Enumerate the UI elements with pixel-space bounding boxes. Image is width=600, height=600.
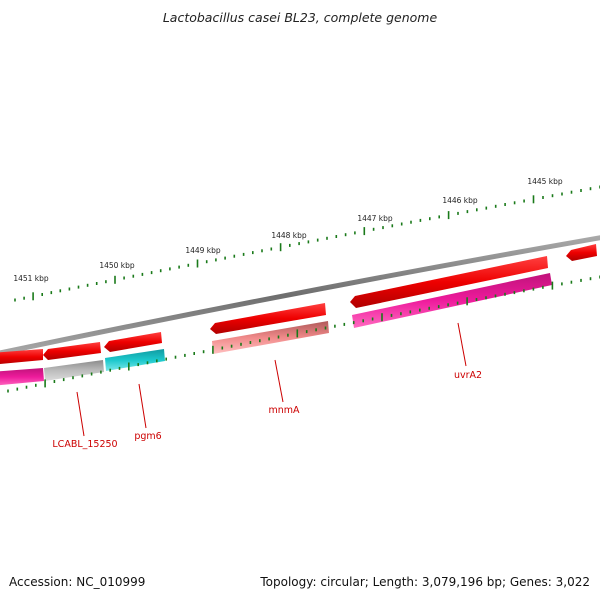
tick-label: 1451 kbp (13, 274, 49, 283)
gene-label[interactable]: LCABL_15250 (52, 439, 117, 450)
genome-backbone (0, 235, 600, 356)
inner-tick-ring (7, 275, 600, 393)
gene-label[interactable]: mnmA (268, 405, 300, 416)
gene-arrow[interactable] (210, 303, 326, 334)
outer-tick-labels: 1451 kbp 1450 kbp 1449 kbp 1448 kbp 1447 kbp… (13, 177, 563, 283)
accession-text: Accession: NC_010999 (9, 575, 146, 589)
gene-arrow[interactable] (0, 349, 43, 365)
cog-block-magenta[interactable] (352, 273, 552, 328)
tick-label: 1447 kbp (357, 214, 393, 223)
outer-tick-ring (14, 185, 600, 302)
tick-label: 1448 kbp (271, 231, 307, 240)
tick-label: 1449 kbp (185, 246, 221, 255)
tick-label: 1450 kbp (99, 261, 135, 270)
tick-label: 1445 kbp (527, 177, 563, 186)
cog-block-magenta[interactable] (0, 368, 44, 386)
cog-block-grey[interactable] (44, 360, 104, 381)
genome-summary-text: Topology: circular; Length: 3,079,196 bp… (260, 575, 590, 589)
gene-arrow[interactable] (350, 256, 548, 308)
forward-strand-genes (0, 244, 597, 365)
gene-arrow[interactable] (566, 244, 597, 261)
gene-arrow[interactable] (43, 342, 101, 360)
gene-label-leaders (76, 322, 467, 437)
gene-label[interactable]: uvrA2 (454, 370, 482, 381)
gene-arrow[interactable] (104, 332, 162, 352)
cog-block-cyan[interactable] (105, 349, 165, 371)
tick-label: 1446 kbp (442, 196, 478, 205)
page-title: Lactobacillus casei BL23, complete genom… (163, 10, 438, 25)
gene-label[interactable]: pgm6 (134, 431, 161, 442)
